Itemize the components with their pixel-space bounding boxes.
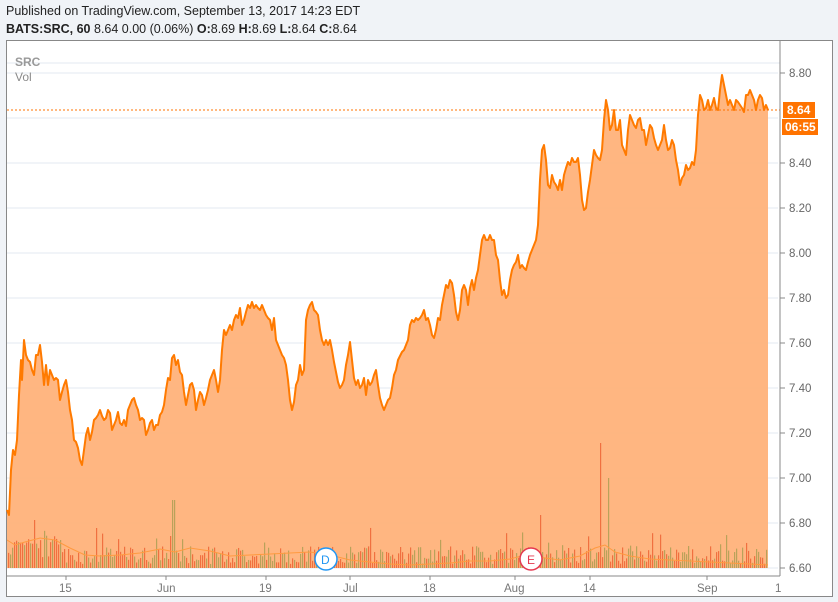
dividend-marker[interactable]: D <box>314 547 338 571</box>
y-tick-marks <box>780 72 785 569</box>
x-tick-marks <box>65 576 708 580</box>
svg-text:06:55: 06:55 <box>785 120 816 134</box>
close-value: 8.64 <box>332 22 357 36</box>
svg-text:7.20: 7.20 <box>789 428 811 440</box>
svg-text:8.20: 8.20 <box>789 203 811 215</box>
x-axis-labels: 15 Jun 19 Jul 18 Aug 14 Sep 1 <box>59 583 781 595</box>
svg-text:19: 19 <box>259 583 272 595</box>
volume-legend-label: Vol <box>15 70 32 84</box>
symbol-label: BATS:SRC, 60 <box>6 22 91 36</box>
svg-text:1: 1 <box>775 583 781 595</box>
open-label: O: <box>196 22 211 36</box>
svg-text:7.00: 7.00 <box>789 473 811 485</box>
low-label: L: <box>279 22 292 36</box>
svg-text:E: E <box>527 553 535 567</box>
svg-text:8.40: 8.40 <box>789 158 811 170</box>
svg-text:18: 18 <box>423 583 436 595</box>
close-label: C: <box>319 22 333 36</box>
published-caption: Published on TradingView.com, September … <box>6 4 361 18</box>
volume-ma-line <box>6 537 769 566</box>
high-value: 8.69 <box>251 22 277 36</box>
svg-text:15: 15 <box>59 583 72 595</box>
svg-text:7.40: 7.40 <box>789 383 811 395</box>
svg-text:6.60: 6.60 <box>789 563 811 575</box>
symbol-ohlc-line: BATS:SRC, 60 8.64 0.00 (0.06%) O:8.69 H:… <box>6 22 357 36</box>
quote-value: 8.64 0.00 (0.06%) <box>94 22 194 36</box>
price-area-fill <box>7 75 768 568</box>
svg-text:D: D <box>321 553 330 567</box>
low-value: 8.64 <box>291 22 316 36</box>
svg-text:8.64: 8.64 <box>787 103 811 117</box>
svg-text:7.80: 7.80 <box>789 293 811 305</box>
svg-text:Aug: Aug <box>504 583 524 595</box>
earnings-marker[interactable]: E <box>519 547 543 571</box>
last-price-tag: 8.64 06:55 <box>782 102 818 135</box>
svg-text:7.60: 7.60 <box>789 338 811 350</box>
svg-text:Jun: Jun <box>157 583 176 595</box>
svg-text:Sep: Sep <box>697 583 717 595</box>
high-label: H: <box>238 22 252 36</box>
svg-text:14: 14 <box>583 583 596 595</box>
y-axis-labels: 8.80 8.40 8.20 8.00 7.80 7.60 7.40 7.20 … <box>789 68 811 575</box>
svg-text:6.80: 6.80 <box>789 518 811 530</box>
svg-text:8.00: 8.00 <box>789 248 811 260</box>
price-line <box>6 74 769 516</box>
svg-text:Jul: Jul <box>343 583 358 595</box>
series-legend-label: SRC <box>15 55 41 69</box>
svg-text:8.80: 8.80 <box>789 68 811 80</box>
open-value: 8.69 <box>210 22 236 36</box>
